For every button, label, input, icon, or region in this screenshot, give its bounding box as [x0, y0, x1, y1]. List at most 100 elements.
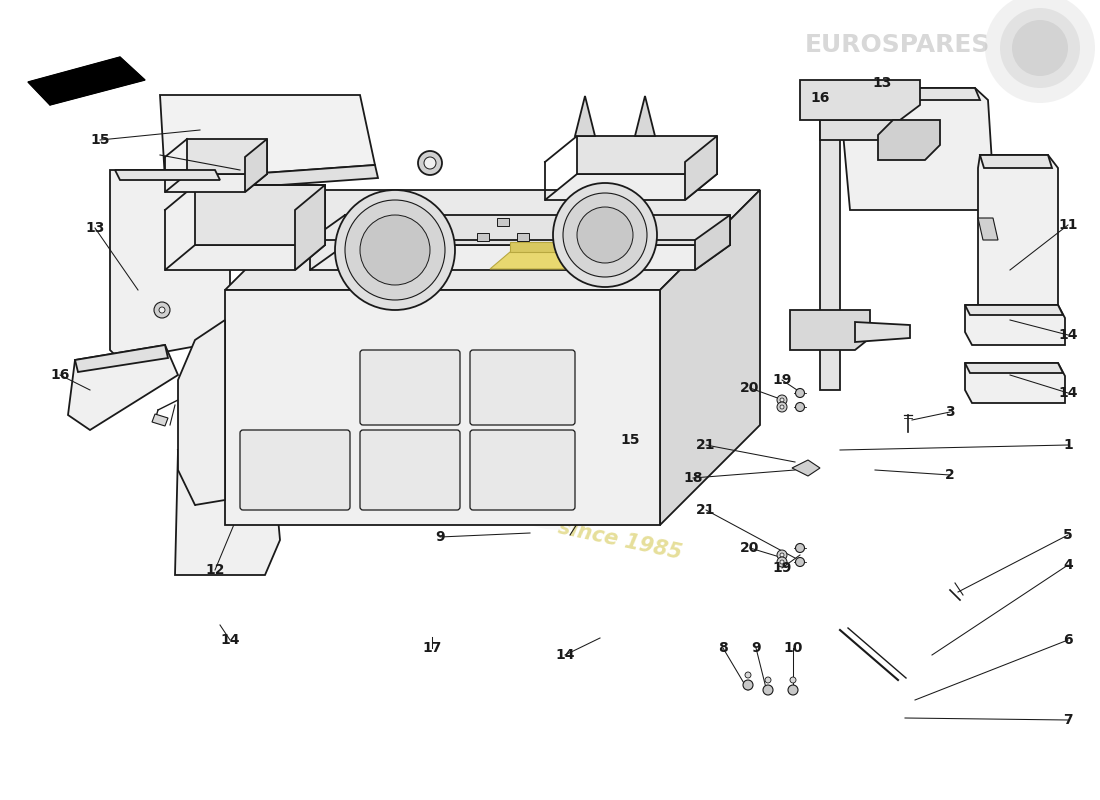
- Polygon shape: [295, 185, 324, 270]
- Circle shape: [780, 405, 784, 409]
- Polygon shape: [575, 96, 595, 136]
- Polygon shape: [978, 218, 998, 240]
- Polygon shape: [695, 215, 730, 270]
- Circle shape: [1012, 20, 1068, 76]
- Circle shape: [795, 558, 804, 566]
- Text: 9: 9: [751, 641, 761, 655]
- Polygon shape: [840, 88, 980, 100]
- Circle shape: [360, 270, 600, 510]
- Circle shape: [742, 680, 754, 690]
- Polygon shape: [635, 96, 654, 136]
- Polygon shape: [110, 170, 230, 360]
- Circle shape: [160, 307, 165, 313]
- Text: 8: 8: [718, 641, 728, 655]
- Text: 14: 14: [220, 633, 240, 647]
- Polygon shape: [790, 310, 870, 350]
- Polygon shape: [820, 120, 895, 140]
- Text: 17: 17: [422, 641, 442, 655]
- Text: 5: 5: [1063, 528, 1072, 542]
- FancyBboxPatch shape: [360, 350, 460, 425]
- Circle shape: [578, 207, 632, 263]
- Polygon shape: [965, 305, 1065, 345]
- Text: since 1985: since 1985: [557, 517, 684, 563]
- Text: EUROSPARES: EUROSPARES: [804, 33, 990, 57]
- Polygon shape: [178, 320, 226, 505]
- Polygon shape: [855, 322, 910, 342]
- Polygon shape: [310, 245, 730, 270]
- Polygon shape: [660, 190, 760, 525]
- Polygon shape: [245, 139, 267, 192]
- Polygon shape: [187, 139, 267, 174]
- Circle shape: [563, 193, 647, 277]
- FancyBboxPatch shape: [470, 430, 575, 510]
- Polygon shape: [477, 233, 490, 241]
- Polygon shape: [578, 136, 717, 174]
- Circle shape: [154, 302, 170, 318]
- Text: 11: 11: [1058, 218, 1078, 232]
- Polygon shape: [980, 155, 1052, 168]
- Text: 13: 13: [872, 76, 892, 90]
- Text: 9: 9: [436, 530, 444, 544]
- Polygon shape: [165, 165, 378, 193]
- Circle shape: [795, 389, 804, 398]
- Circle shape: [745, 672, 751, 678]
- Polygon shape: [965, 305, 1063, 315]
- Text: 2: 2: [945, 468, 955, 482]
- Circle shape: [790, 677, 796, 683]
- Polygon shape: [226, 190, 760, 290]
- Polygon shape: [75, 345, 168, 372]
- Polygon shape: [68, 345, 178, 430]
- Text: 4: 4: [1063, 558, 1072, 572]
- Text: 12: 12: [206, 563, 224, 577]
- Text: 18: 18: [683, 471, 703, 485]
- Polygon shape: [116, 170, 220, 180]
- Polygon shape: [178, 430, 275, 462]
- Circle shape: [780, 560, 784, 564]
- Text: 16: 16: [51, 368, 69, 382]
- Circle shape: [1000, 8, 1080, 88]
- Text: 15: 15: [90, 133, 110, 147]
- Circle shape: [345, 200, 446, 300]
- Circle shape: [336, 190, 455, 310]
- Text: 6: 6: [1064, 633, 1072, 647]
- Polygon shape: [792, 460, 820, 476]
- Text: 14: 14: [1058, 328, 1078, 342]
- Polygon shape: [685, 136, 717, 200]
- Circle shape: [795, 402, 804, 411]
- Circle shape: [795, 543, 804, 553]
- Circle shape: [553, 183, 657, 287]
- Polygon shape: [165, 245, 324, 270]
- Text: 14: 14: [1058, 386, 1078, 400]
- Text: 10: 10: [783, 641, 803, 655]
- Polygon shape: [175, 430, 280, 575]
- Circle shape: [418, 151, 442, 175]
- Text: 1: 1: [1063, 438, 1072, 452]
- Polygon shape: [165, 174, 267, 192]
- Circle shape: [788, 685, 798, 695]
- FancyBboxPatch shape: [470, 350, 575, 425]
- Circle shape: [780, 553, 784, 557]
- Text: 3: 3: [945, 405, 955, 419]
- Polygon shape: [965, 363, 1063, 373]
- Circle shape: [777, 557, 786, 567]
- Polygon shape: [878, 120, 940, 160]
- Text: 21: 21: [696, 503, 716, 517]
- Circle shape: [984, 0, 1094, 103]
- Circle shape: [777, 550, 786, 560]
- Circle shape: [470, 350, 650, 530]
- Text: 7: 7: [1064, 713, 1072, 727]
- Polygon shape: [28, 57, 145, 105]
- Text: 19: 19: [772, 373, 792, 387]
- Text: 14: 14: [556, 648, 574, 662]
- Polygon shape: [160, 95, 375, 180]
- Text: 16: 16: [811, 91, 829, 105]
- FancyBboxPatch shape: [240, 430, 350, 510]
- Polygon shape: [965, 363, 1065, 403]
- Text: 19: 19: [772, 561, 792, 575]
- Polygon shape: [510, 242, 620, 252]
- Text: 20: 20: [740, 541, 760, 555]
- Circle shape: [424, 157, 436, 169]
- Polygon shape: [195, 185, 324, 245]
- Polygon shape: [800, 80, 920, 120]
- Circle shape: [764, 677, 771, 683]
